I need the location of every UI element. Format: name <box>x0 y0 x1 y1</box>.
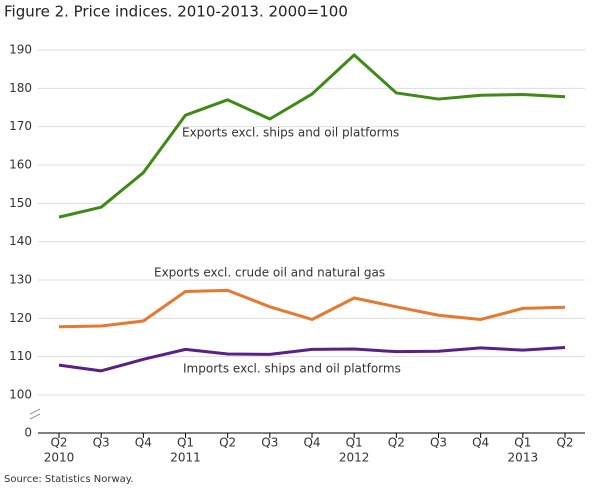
x-tick-label: Q1 <box>514 436 531 450</box>
y-tick-label: 180 <box>9 81 32 95</box>
y-tick-label: 140 <box>9 234 32 248</box>
y-tick-label: 150 <box>9 196 32 210</box>
y-tick-label: 110 <box>9 349 32 363</box>
y-tick-label: 130 <box>9 273 32 287</box>
x-tick-label: Q1 <box>177 436 194 450</box>
x-year-label: 2012 <box>339 451 370 465</box>
y-tick-label: 170 <box>9 119 32 133</box>
source: Source: Statistics Norway. <box>4 474 133 485</box>
x-tick-label: Q4 <box>135 436 152 450</box>
y-tick-label: 100 <box>9 388 32 402</box>
series-label: Exports excl. ships and oil platforms <box>182 126 399 140</box>
chart-title: Figure 2. Price indices. 2010-2013. 2000… <box>4 3 348 21</box>
x-tick-label: Q3 <box>261 436 278 450</box>
series-line <box>58 288 566 329</box>
series-line <box>58 53 566 219</box>
y-tick-label: 0 <box>24 426 32 440</box>
x-tick-label: Q2 <box>219 436 236 450</box>
x-tick-label: Q4 <box>303 436 320 450</box>
x-tick-label: Q4 <box>472 436 489 450</box>
y-tick-label: 190 <box>9 43 32 57</box>
series-label: Imports excl. ships and oil platforms <box>183 362 401 376</box>
x-year-label: 2013 <box>508 451 539 465</box>
y-tick-label: 160 <box>9 158 32 172</box>
axis-break <box>29 408 41 420</box>
x-tick-label: Q3 <box>93 436 110 450</box>
series-line <box>58 345 566 373</box>
x-year-label: 2010 <box>44 451 75 465</box>
x-tick-label: Q1 <box>346 436 363 450</box>
y-tick-label: 120 <box>9 311 32 325</box>
x-tick-label: Q2 <box>50 436 67 450</box>
x-year-label: 2011 <box>170 451 201 465</box>
series-label: Exports excl. crude oil and natural gas <box>154 266 385 280</box>
x-tick-label: Q2 <box>556 436 573 450</box>
x-tick-label: Q2 <box>388 436 405 450</box>
x-tick-label: Q3 <box>430 436 447 450</box>
